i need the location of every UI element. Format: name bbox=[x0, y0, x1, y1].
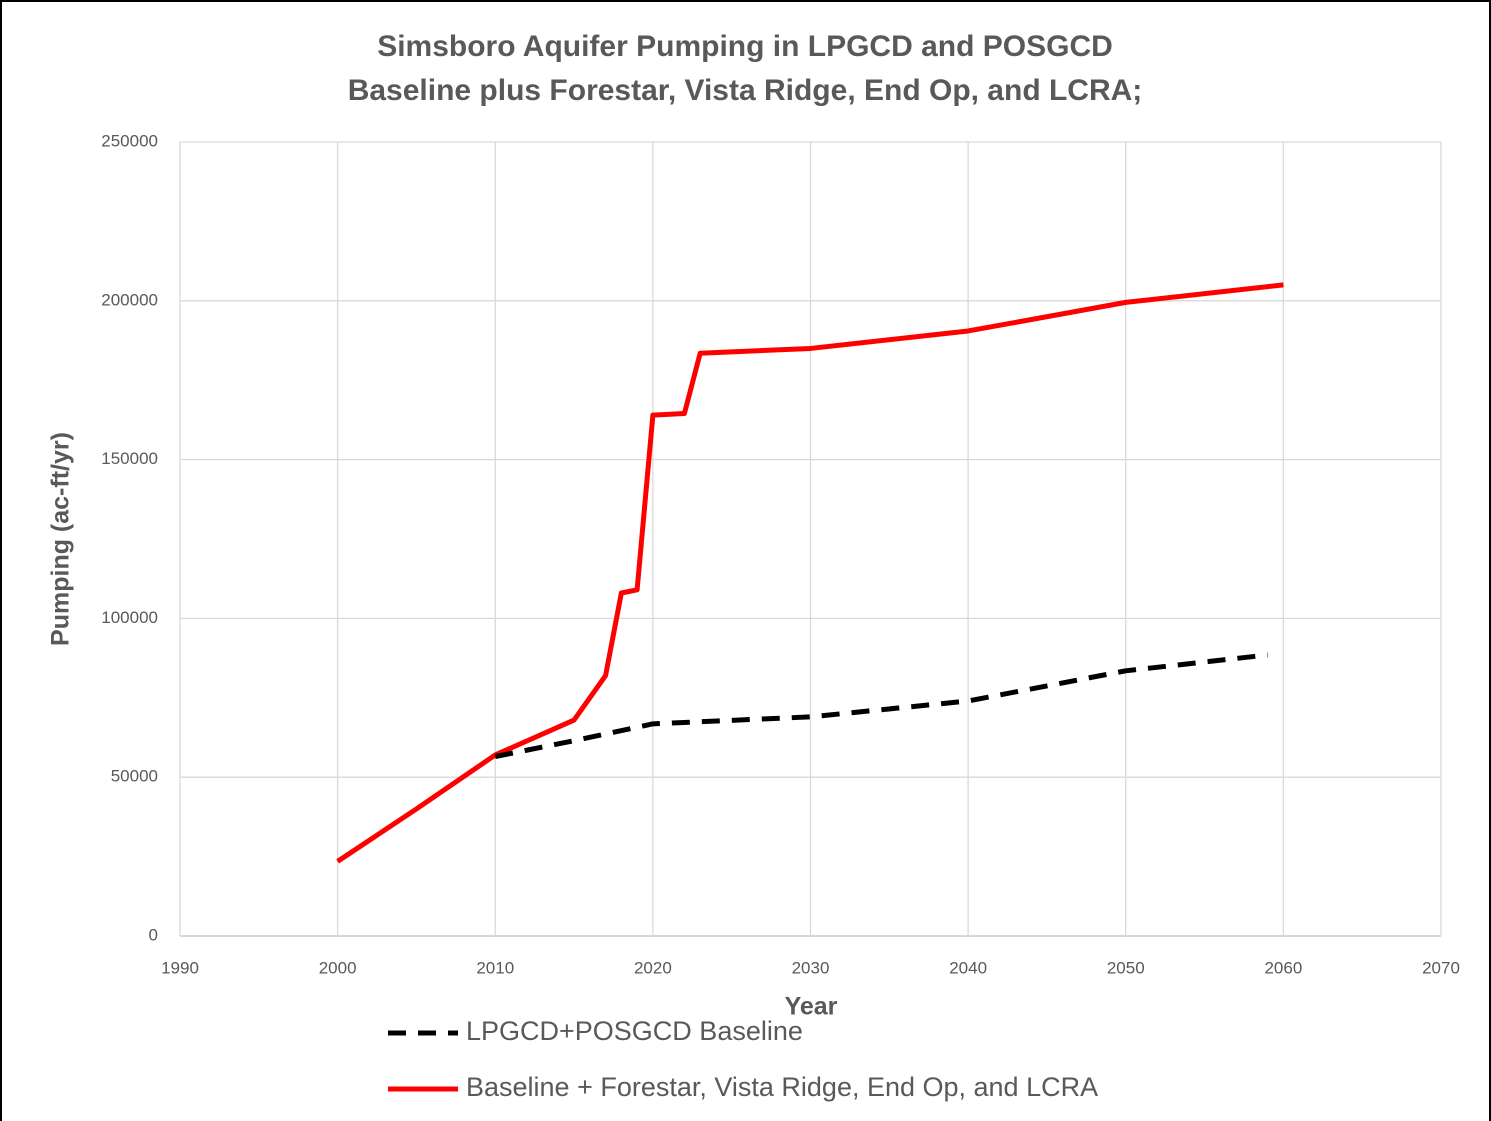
x-axis-title: Year bbox=[785, 993, 838, 1021]
legend-label: Baseline + Forestar, Vista Ridge, End Op… bbox=[466, 1072, 1098, 1102]
y-tick-label: 50000 bbox=[111, 767, 158, 786]
x-tick-label: 2070 bbox=[1422, 958, 1460, 977]
x-tick-label: 2050 bbox=[1107, 958, 1145, 977]
y-tick-label: 150000 bbox=[101, 449, 158, 468]
x-tick-label: 2000 bbox=[319, 958, 357, 977]
chart-title: Simsboro Aquifer Pumping in LPGCD and PO… bbox=[377, 30, 1113, 63]
y-tick-label: 250000 bbox=[101, 131, 158, 150]
legend-label: LPGCD+POSGCD Baseline bbox=[466, 1016, 803, 1046]
y-tick-label: 0 bbox=[149, 925, 158, 944]
x-tick-label: 2030 bbox=[792, 958, 830, 977]
data-line bbox=[336, 282, 1284, 864]
y-tick-label: 100000 bbox=[101, 608, 158, 627]
x-tick-label: 2010 bbox=[476, 958, 514, 977]
x-tick-label: 2020 bbox=[634, 958, 672, 977]
y-tick-label: 200000 bbox=[101, 290, 158, 309]
data-line bbox=[494, 652, 1268, 760]
x-tick-label: 2040 bbox=[949, 958, 987, 977]
chart-title: Baseline plus Forestar, Vista Ridge, End… bbox=[348, 74, 1143, 107]
x-tick-label: 1990 bbox=[161, 958, 199, 977]
y-axis-title: Pumping (ac-ft/yr) bbox=[47, 432, 75, 646]
x-tick-label: 2060 bbox=[1264, 958, 1302, 977]
